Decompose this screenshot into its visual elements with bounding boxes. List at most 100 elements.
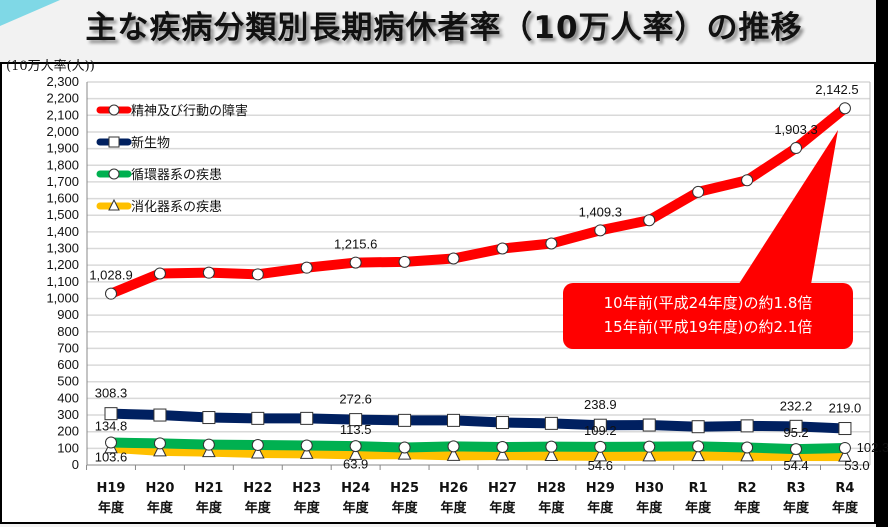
x-tick-label: H30 — [635, 481, 664, 496]
data-point-circle — [692, 185, 705, 198]
x-tick-label: R1 — [689, 481, 708, 496]
x-tick-suffix: 年度 — [392, 500, 419, 516]
x-tick-label: H25 — [390, 481, 419, 496]
y-tick-label: 1,800 — [46, 157, 79, 172]
data-point-circle — [741, 441, 754, 454]
data-point-circle — [105, 436, 117, 449]
x-tick-suffix: 年度 — [245, 500, 272, 516]
y-tick-label: 100 — [57, 440, 79, 455]
data-point-square — [838, 422, 852, 436]
y-tick-label: 0 — [72, 457, 79, 472]
data-point-circle — [545, 440, 558, 453]
decorative-corner — [0, 0, 60, 26]
data-point-triangle — [544, 447, 559, 462]
x-tick-suffix: 年度 — [538, 500, 565, 516]
data-point-square — [398, 413, 412, 427]
data-point-circle — [447, 252, 460, 265]
callout-text: 15年前(平成19年度)の約2.1倍 — [604, 318, 813, 336]
right-edge-bar — [876, 0, 888, 527]
y-tick-label: 1,000 — [46, 290, 79, 305]
data-point-circle — [398, 255, 411, 268]
data-point-circle — [838, 102, 851, 115]
y-tick-label: 1,300 — [46, 241, 79, 256]
legend-circle-icon — [108, 168, 120, 180]
data-point-circle — [643, 440, 656, 453]
data-point-circle — [643, 214, 656, 227]
x-tick-suffix: 年度 — [636, 500, 663, 516]
data-label: 272.6 — [339, 392, 372, 407]
data-point-square — [251, 411, 265, 425]
data-point-square — [300, 411, 314, 425]
data-point-square — [740, 419, 754, 433]
data-point-circle — [594, 440, 607, 453]
data-point-triangle — [250, 444, 265, 459]
x-tick-suffix: 年度 — [587, 500, 614, 516]
x-tick-suffix: 年度 — [489, 500, 516, 516]
data-label: 134.8 — [95, 419, 128, 434]
data-label: 109.2 — [584, 423, 617, 438]
y-tick-label: 2,100 — [46, 107, 79, 122]
callout-text: 10年前(平成24年度)の約1.8倍 — [604, 294, 813, 312]
x-tick-label: H19 — [97, 481, 126, 496]
data-label: 53.0 — [844, 458, 869, 473]
x-tick-label: H28 — [537, 481, 566, 496]
data-label: 238.9 — [584, 397, 617, 412]
data-label: 1,409.3 — [579, 204, 622, 219]
callout-box — [563, 283, 853, 349]
x-tick-suffix: 年度 — [832, 500, 859, 516]
y-tick-label: 200 — [57, 424, 79, 439]
legend-label: 新生物 — [131, 135, 170, 151]
data-label: 1,903.3 — [774, 122, 817, 137]
legend-label: 消化器系の疾患 — [131, 200, 222, 215]
x-tick-label: H20 — [145, 481, 174, 496]
x-tick-suffix: 年度 — [783, 500, 810, 516]
page-title: 主な疾病分類別長期病休者率（10万人率）の推移 — [85, 10, 803, 46]
data-point-triangle — [642, 447, 657, 462]
x-tick-label: R3 — [786, 481, 805, 496]
data-point-circle — [349, 256, 362, 269]
data-point-circle — [202, 266, 215, 279]
series-line-2 — [110, 437, 846, 455]
x-tick-suffix: 年度 — [441, 500, 468, 516]
legend-square-icon — [108, 136, 120, 148]
data-point-triangle — [691, 447, 705, 462]
y-tick-label: 600 — [57, 357, 79, 372]
legend-circle-icon — [108, 104, 120, 116]
x-tick-label: H26 — [439, 481, 468, 496]
data-point-square — [202, 411, 216, 425]
x-tick-label: R2 — [738, 481, 757, 496]
x-tick-label: H24 — [341, 481, 370, 496]
data-point-circle — [496, 242, 509, 255]
data-label: 54.6 — [588, 458, 613, 473]
data-point-square — [642, 418, 656, 432]
y-tick-label: 800 — [57, 324, 79, 339]
data-point-circle — [594, 224, 607, 237]
y-tick-label: 2,200 — [46, 91, 79, 106]
legend-label: 精神及び行動の障害 — [131, 103, 248, 119]
y-tick-label: 1,600 — [46, 191, 79, 206]
data-label: 2,142.5 — [815, 82, 858, 97]
data-point-circle — [251, 268, 264, 281]
y-tick-label: 1,900 — [46, 141, 79, 156]
data-point-triangle — [593, 447, 608, 462]
series-line-3 — [110, 442, 845, 462]
data-label: 232.2 — [780, 398, 813, 413]
x-tick-label: H23 — [292, 481, 321, 496]
y-tick-label: 2,300 — [46, 74, 79, 89]
data-point-triangle — [446, 447, 461, 461]
y-tick-label: 1,700 — [46, 174, 79, 189]
data-label: 1,028.9 — [89, 268, 132, 283]
data-label: 1,215.6 — [334, 237, 377, 252]
callout-pointer — [735, 130, 838, 290]
data-point-triangle — [348, 446, 363, 460]
data-label: 308.3 — [95, 386, 128, 401]
data-label: 219.0 — [829, 401, 862, 416]
data-point-circle — [545, 237, 558, 250]
y-tick-label: 1,200 — [46, 257, 79, 272]
data-point-triangle — [838, 448, 852, 462]
data-point-circle — [790, 142, 803, 155]
data-label: 103.6 — [95, 450, 128, 465]
data-point-circle — [105, 287, 117, 300]
data-point-square — [104, 407, 118, 421]
